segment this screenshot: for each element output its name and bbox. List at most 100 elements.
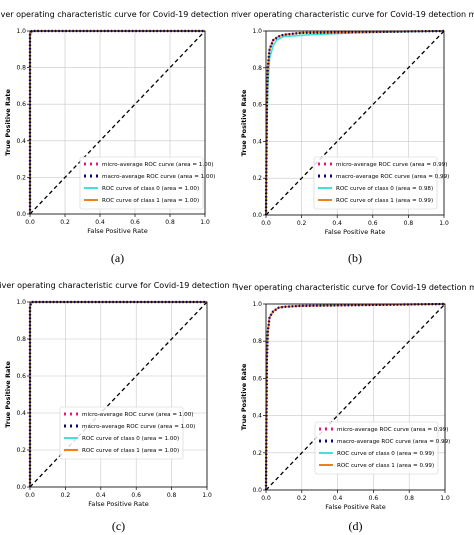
y-axis-label: True Positive Rate — [4, 361, 12, 428]
y-tick-label: 0.4 — [252, 413, 262, 420]
y-tick-label: 0.8 — [16, 336, 26, 343]
legend-label: ROC curve of class 1 (area = 0.99) — [336, 198, 433, 204]
roc-series-line — [264, 302, 446, 491]
legend-box — [313, 156, 438, 210]
roc-panel-d: Receiver operating characteristic curve … — [237, 268, 474, 535]
x-tick-label: 1.0 — [200, 219, 210, 226]
legend-label: ROC curve of class 0 (area = 0.99) — [337, 451, 434, 457]
x-tick-label: 0.0 — [261, 495, 271, 502]
y-tick-label: 0.2 — [252, 175, 262, 182]
y-tick-label: 0.2 — [252, 450, 262, 457]
x-tick-label: 0.6 — [131, 492, 141, 499]
x-axis-label: False Positive Rate — [325, 228, 385, 236]
x-axis-label: False Positive Rate — [87, 227, 147, 235]
x-axis-label: False Positive Rate — [88, 500, 148, 508]
x-tick-label: 0.4 — [96, 492, 106, 499]
y-tick-label: 0.2 — [16, 447, 26, 454]
y-tick-label: 0.0 — [252, 212, 262, 219]
legend-box — [314, 421, 439, 475]
x-tick-label: 1.0 — [202, 492, 212, 499]
y-axis-label: True Positive Rate — [240, 363, 248, 430]
legend-label: ROC curve of class 1 (area = 1.00) — [102, 198, 199, 204]
y-tick-label: 0.6 — [252, 102, 262, 109]
chance-diagonal-line — [29, 301, 208, 488]
chance-diagonal-line — [265, 303, 446, 491]
x-axis-label: False Positive Rate — [325, 503, 385, 511]
y-tick-label: 0.4 — [16, 138, 26, 145]
y-tick-label: 1.0 — [16, 299, 26, 306]
y-tick-label: 0.6 — [16, 373, 26, 380]
legend-label: micro-average ROC curve (area = 1.00) — [102, 162, 213, 168]
y-tick-label: 1.0 — [252, 301, 262, 308]
roc-chart-svg: Receiver operating characteristic curve … — [237, 283, 474, 533]
x-tick-label: 0.0 — [25, 219, 35, 226]
y-tick-label: 0.0 — [16, 211, 26, 218]
plot-frame — [265, 30, 445, 216]
plot-frame — [265, 303, 446, 491]
legend-box — [59, 406, 184, 460]
x-tick-label: 0.6 — [369, 495, 379, 502]
legend-label: ROC curve of class 1 (area = 0.99) — [337, 463, 434, 469]
chance-diagonal-line — [265, 30, 445, 216]
panel-letter: (d) — [349, 519, 363, 533]
y-tick-label: 0.4 — [252, 138, 262, 145]
x-tick-label: 0.2 — [60, 219, 70, 226]
x-tick-label: 0.4 — [332, 220, 342, 227]
legend-label: micro-average ROC curve (area = 1.00) — [82, 412, 193, 418]
plot-frame — [29, 30, 206, 215]
x-tick-label: 0.2 — [61, 492, 71, 499]
roc-series-line — [264, 29, 445, 216]
y-axis-label: True Positive Rate — [240, 89, 248, 156]
x-tick-label: 0.0 — [261, 220, 271, 227]
legend-box — [79, 156, 204, 210]
chance-diagonal-line — [29, 30, 206, 215]
roc-panel-b: Receiver operating characteristic curve … — [237, 0, 474, 267]
legend-label: ROC curve of class 0 (area = 1.00) — [102, 186, 199, 192]
x-tick-label: 0.6 — [368, 220, 378, 227]
legend-label: micro-average ROC curve (area = 0.99) — [336, 162, 447, 168]
roc-panel-c: Receiver operating characteristic curve … — [0, 268, 237, 535]
plot-frame — [29, 301, 208, 488]
x-tick-label: 0.4 — [333, 495, 343, 502]
legend-label: ROC curve of class 1 (area = 1.00) — [82, 448, 179, 454]
y-tick-label: 0.8 — [252, 338, 262, 345]
y-tick-label: 0.4 — [16, 410, 26, 417]
y-tick-label: 0.8 — [252, 65, 262, 72]
roc-chart-svg: Receiver operating characteristic curve … — [237, 10, 474, 265]
y-tick-label: 0.0 — [16, 484, 26, 491]
legend-label: micro-average ROC curve (area = 0.99) — [337, 427, 448, 433]
legend-label: macro-average ROC curve (area = 1.00) — [82, 424, 195, 430]
legend-label: ROC curve of class 0 (area = 0.98) — [336, 186, 433, 192]
panel-letter: (b) — [348, 251, 362, 265]
panel-letter: (a) — [111, 251, 124, 265]
x-tick-label: 0.8 — [167, 492, 177, 499]
chart-title: Receiver operating characteristic curve … — [237, 283, 474, 292]
panel-letter: (c) — [112, 519, 125, 533]
y-tick-label: 0.6 — [252, 375, 262, 382]
roc-chart-svg: Receiver operating characteristic curve … — [0, 281, 237, 533]
chart-title: Receiver operating characteristic curve … — [0, 10, 237, 19]
roc-chart-svg: Receiver operating characteristic curve … — [0, 10, 237, 265]
legend-label: macro-average ROC curve (area = 0.99) — [337, 439, 450, 445]
x-tick-label: 1.0 — [440, 495, 450, 502]
legend-label: ROC curve of class 0 (area = 1.00) — [82, 436, 179, 442]
y-tick-label: 0.2 — [16, 174, 26, 181]
y-tick-label: 0.6 — [16, 101, 26, 108]
x-tick-label: 0.6 — [130, 219, 140, 226]
x-tick-label: 0.2 — [297, 220, 307, 227]
x-tick-label: 0.8 — [165, 219, 175, 226]
legend-label: macro-average ROC curve (area = 1.00) — [102, 174, 215, 180]
y-tick-label: 0.8 — [16, 65, 26, 72]
x-tick-label: 0.8 — [404, 495, 414, 502]
x-tick-label: 1.0 — [439, 220, 449, 227]
chart-title: Receiver operating characteristic curve … — [237, 10, 474, 19]
x-tick-label: 0.8 — [404, 220, 414, 227]
y-axis-label: True Positive Rate — [4, 89, 12, 156]
chart-title: Receiver operating characteristic curve … — [0, 281, 237, 290]
y-tick-label: 0.0 — [252, 487, 262, 494]
y-tick-label: 1.0 — [16, 28, 26, 35]
y-tick-label: 1.0 — [252, 28, 262, 35]
roc-panel-a: Receiver operating characteristic curve … — [0, 0, 237, 267]
x-tick-label: 0.2 — [297, 495, 307, 502]
x-tick-label: 0.0 — [25, 492, 35, 499]
